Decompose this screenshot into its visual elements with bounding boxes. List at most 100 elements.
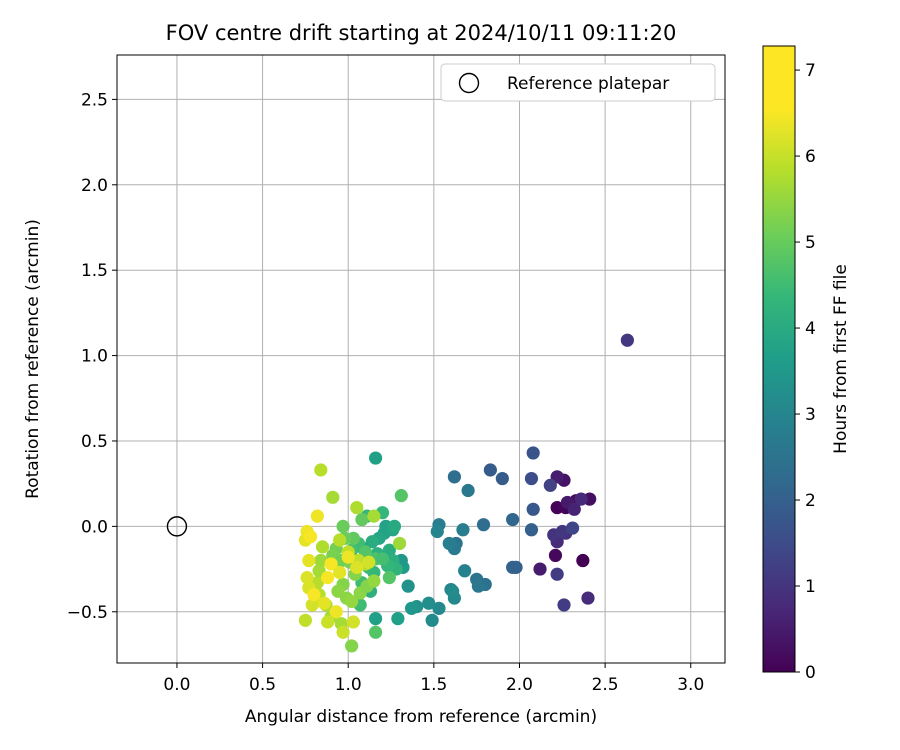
data-point — [355, 512, 369, 527]
colorbar-gradient — [763, 46, 795, 672]
data-point — [329, 605, 343, 619]
y-tick-label: 1.0 — [81, 347, 108, 367]
data-point — [432, 601, 446, 615]
colorbar-frame — [762, 45, 796, 673]
data-point — [369, 611, 383, 626]
x-tick-label: 2.0 — [506, 675, 533, 695]
data-point — [430, 524, 444, 539]
data-point — [369, 451, 383, 465]
data-point — [333, 533, 347, 547]
data-point — [483, 463, 497, 477]
data-point — [350, 560, 364, 574]
colorbar-tick-label: 6 — [805, 147, 816, 167]
data-point — [321, 615, 335, 629]
legend-entry-reference-platepar: Reference platepar — [507, 74, 669, 94]
data-point — [394, 489, 408, 503]
data-point — [345, 594, 359, 609]
y-tick-label: 0.5 — [81, 432, 108, 452]
data-point — [300, 571, 314, 585]
data-point — [305, 598, 319, 612]
colorbar-tick-label: 0 — [805, 663, 816, 683]
legend: Reference platepar — [440, 63, 716, 102]
data-point — [317, 596, 331, 610]
data-point — [382, 571, 396, 585]
data-point — [524, 523, 539, 537]
x-tick-label: 2.5 — [592, 675, 619, 695]
data-point — [341, 550, 355, 564]
data-point — [336, 519, 350, 533]
data-point — [506, 512, 520, 527]
data-point — [324, 557, 338, 571]
colorbar-tick-label: 1 — [805, 577, 816, 597]
colorbar-tick-label: 4 — [805, 319, 816, 339]
data-point — [425, 613, 439, 627]
data-point — [447, 470, 461, 484]
colorbar-tick-label: 2 — [805, 491, 816, 511]
data-point — [326, 490, 340, 504]
data-point — [461, 483, 475, 498]
data-point — [574, 492, 588, 506]
data-point — [333, 565, 347, 580]
data-point — [555, 524, 569, 539]
data-point — [314, 553, 328, 568]
chart-title: FOV centre drift starting at 2024/10/11 … — [166, 21, 677, 45]
y-axis-label: Rotation from reference (arcmin) — [23, 219, 43, 499]
data-point — [314, 463, 328, 477]
data-point — [310, 509, 324, 523]
y-tick-label: 2.0 — [81, 176, 108, 196]
data-point — [315, 540, 330, 554]
data-point — [391, 611, 405, 626]
data-point — [533, 562, 547, 576]
data-point — [350, 500, 364, 515]
data-point — [367, 509, 381, 523]
legend-reference-marker — [458, 72, 480, 94]
data-point — [543, 478, 557, 492]
y-tick-label: 0.0 — [81, 517, 108, 537]
data-point — [375, 552, 390, 566]
data-point — [321, 571, 335, 585]
x-axis-ticks: 0.0 0.5 1.0 1.5 2.0 2.5 3.0 — [163, 663, 704, 695]
data-point — [576, 553, 590, 568]
x-tick-label: 0.5 — [249, 675, 276, 695]
data-point — [302, 553, 316, 568]
data-point — [526, 446, 540, 460]
data-point — [567, 502, 581, 516]
reference-platepar-marker — [166, 516, 188, 537]
data-point — [471, 579, 485, 593]
data-point — [369, 625, 383, 639]
colorbar-ticks: 0 1 2 3 4 5 6 7 — [795, 61, 816, 683]
data-point — [367, 574, 381, 588]
plot-background — [117, 55, 725, 663]
plot-area — [116, 54, 726, 664]
x-tick-label: 1.5 — [420, 675, 447, 695]
colorbar-tick-label: 3 — [805, 405, 816, 425]
data-point — [495, 471, 509, 486]
x-tick-label: 3.0 — [677, 675, 704, 695]
data-point — [548, 548, 563, 563]
data-point — [446, 584, 460, 598]
x-axis-label: Angular distance from reference (arcmin) — [245, 707, 597, 727]
y-tick-label: 2.5 — [81, 90, 108, 110]
data-point — [404, 601, 419, 615]
scatter-points — [298, 333, 634, 653]
data-point — [387, 519, 402, 533]
data-point — [336, 625, 350, 639]
colorbar: 0 1 2 3 4 5 6 7 Hours from first FF file — [762, 45, 851, 683]
data-point — [392, 536, 407, 551]
legend-box — [440, 63, 716, 102]
x-tick-label: 1.0 — [335, 675, 362, 695]
data-point — [401, 579, 415, 593]
y-tick-label: −0.5 — [67, 603, 108, 623]
data-point — [346, 615, 360, 629]
data-point — [345, 639, 359, 653]
colorbar-tick-label: 5 — [805, 233, 816, 253]
data-point — [442, 536, 456, 551]
data-point — [422, 596, 436, 610]
data-point — [476, 518, 491, 532]
data-point — [506, 560, 520, 574]
colorbar-tick-label: 7 — [805, 61, 816, 81]
y-tick-label: 1.5 — [81, 261, 108, 281]
data-point — [581, 591, 595, 605]
data-point — [298, 613, 312, 627]
